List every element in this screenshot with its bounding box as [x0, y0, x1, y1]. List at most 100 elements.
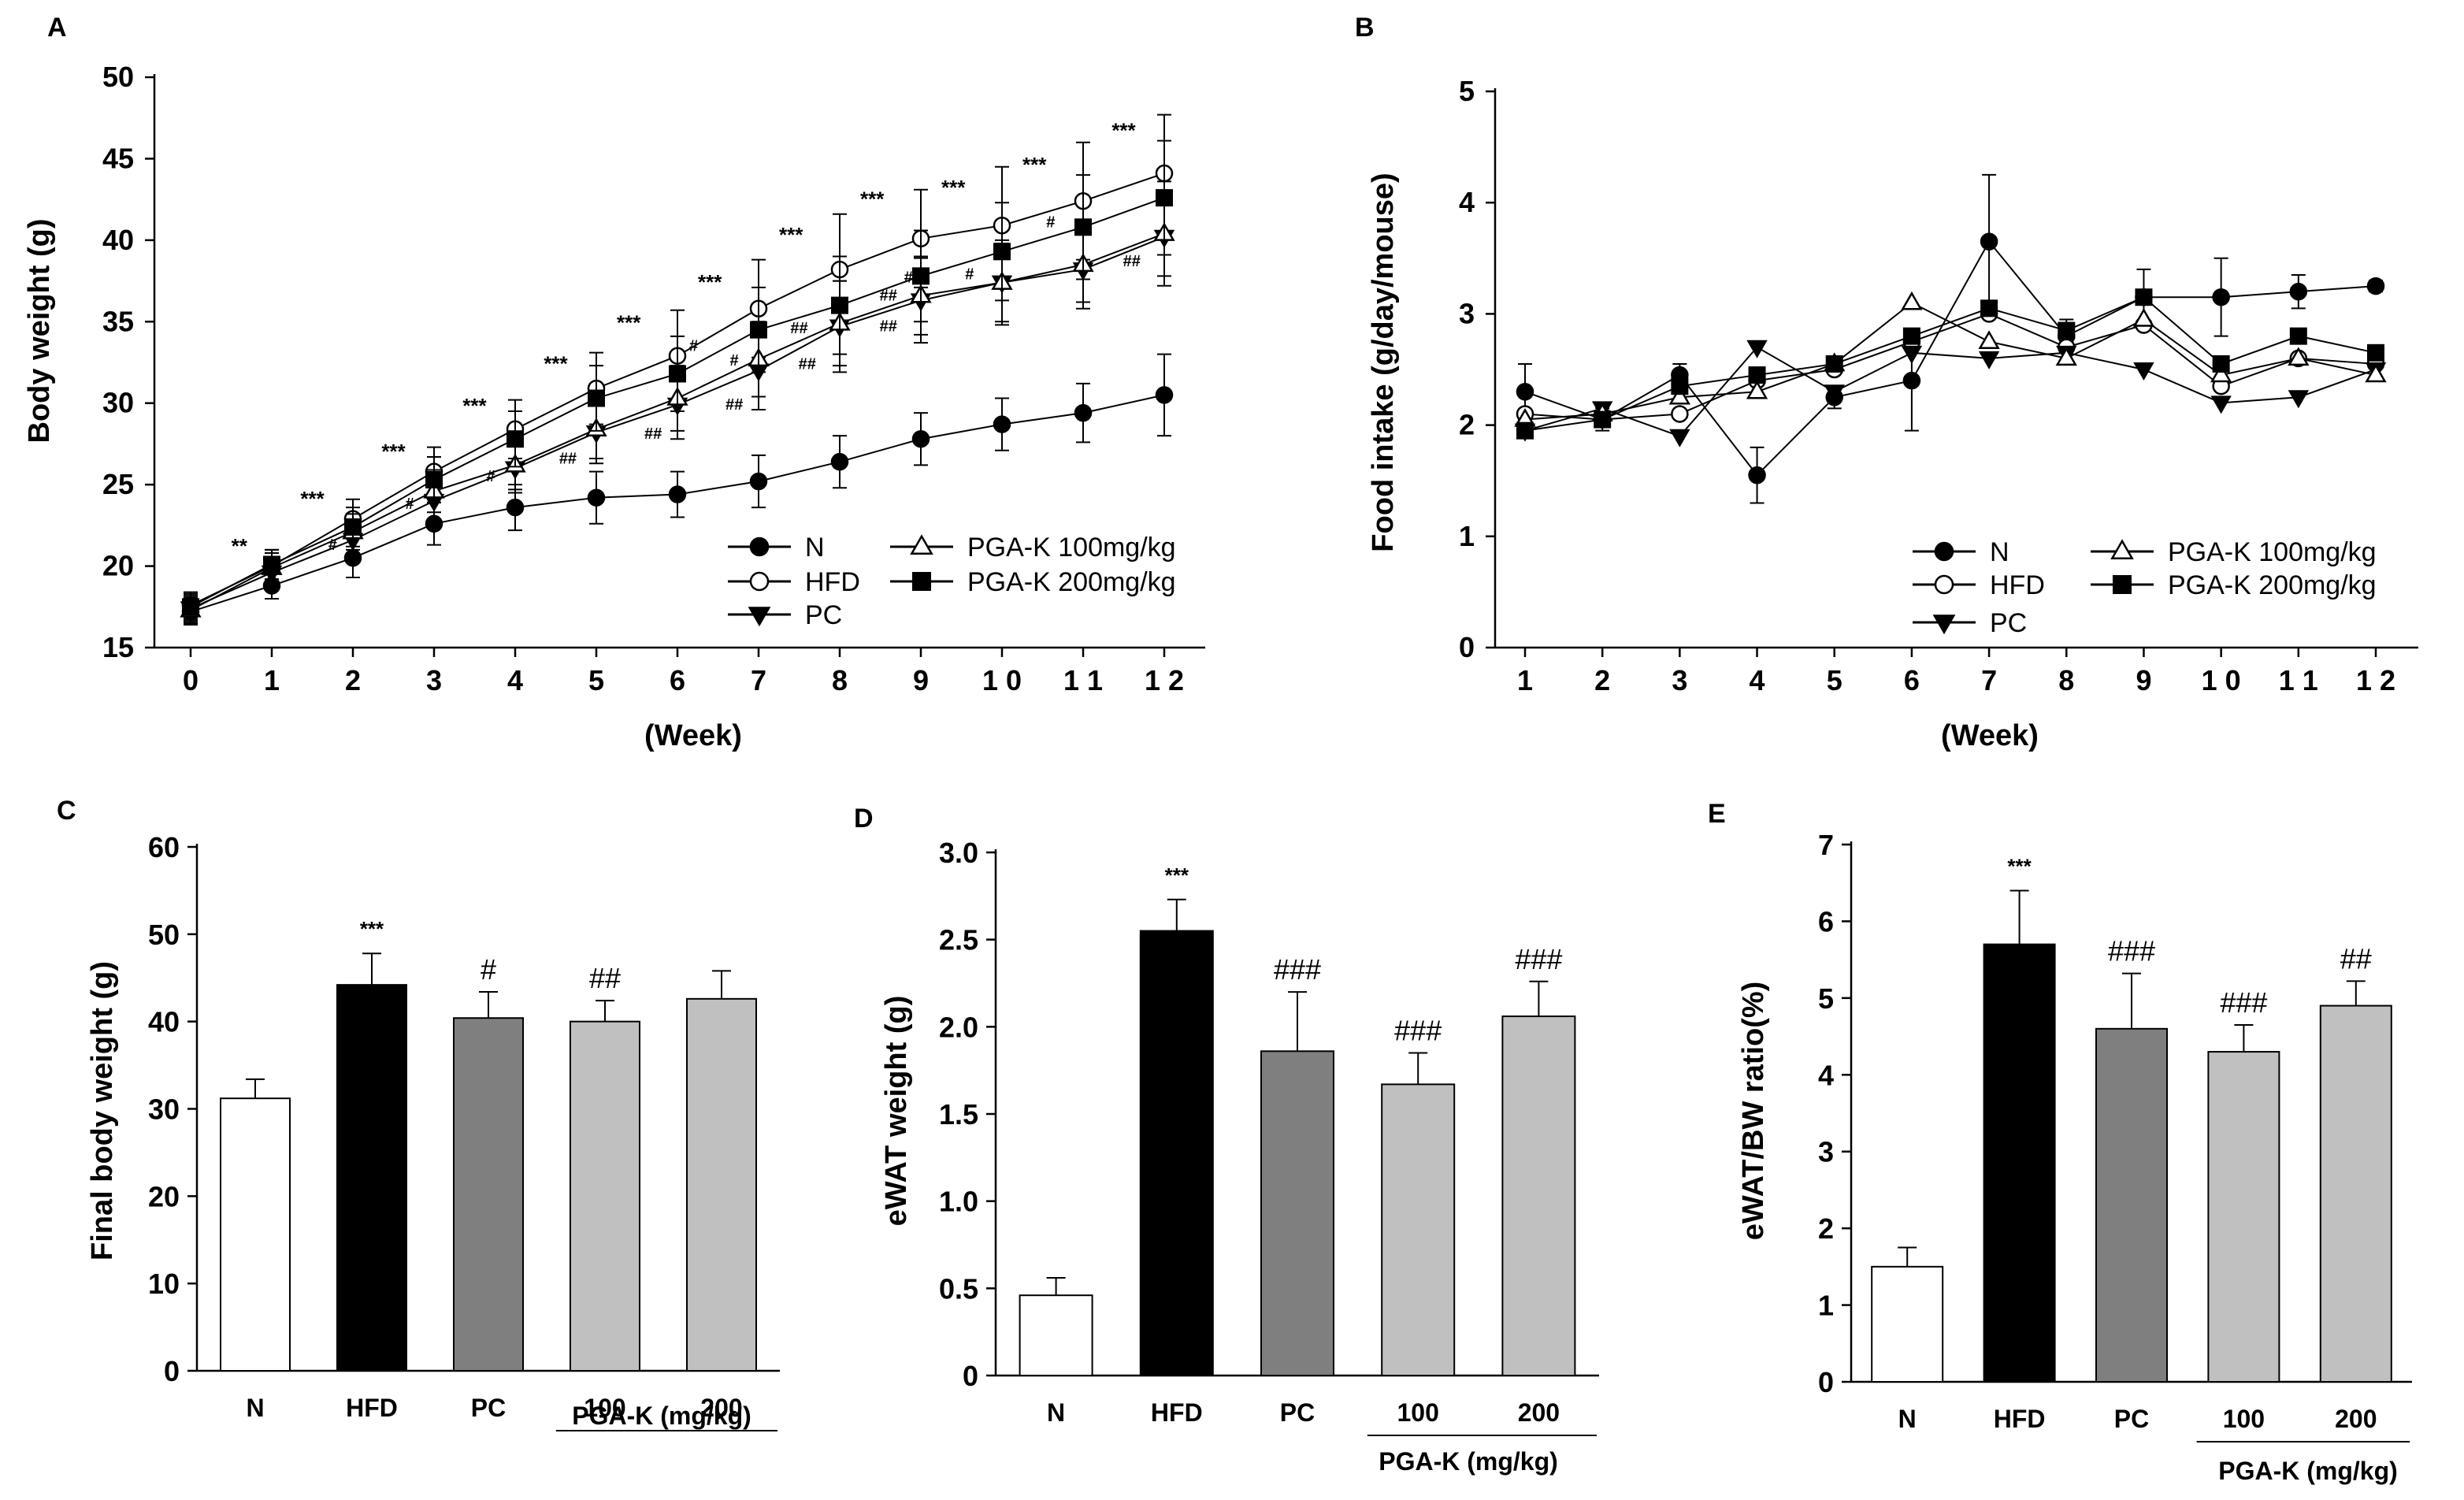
panel-b-line-hfd [1524, 313, 2377, 421]
panel-e-bar-hfd [1983, 943, 2056, 1383]
panel-b-y-tick-label-3: 3 [1459, 297, 1475, 329]
panel-c-bar-100 [570, 1020, 640, 1372]
panel-e-bar-n [1871, 1265, 1944, 1383]
panel-b-x-tick-label-2: 3 [1672, 664, 1687, 696]
panel-a-x-tick-label-4: 4 [507, 664, 523, 696]
panel-a-x-tick-label-8: 8 [832, 664, 848, 696]
panel-a-star-annotation-5: *** [617, 311, 641, 335]
panel-a-legend-item-pga-k-100mg-kg: PGA-K 100mg/kg [890, 533, 1176, 562]
panel-c-x-tick-label-200: 200 [700, 1394, 742, 1422]
panel-b-legend-marker-pc [1932, 614, 1956, 635]
panel-b-point-pga-k-200mg-kg-0 [1516, 421, 1534, 440]
panel-a-star-annotation-7: *** [779, 223, 803, 247]
panel-a-point-n-11 [1074, 403, 1093, 422]
panel-b-x-tick-label-1: 2 [1594, 664, 1610, 696]
panel-letter-c: C [57, 796, 76, 826]
panel-a-legend-marker-hfd [749, 571, 770, 592]
panel-e-x-tick-label-100: 100 [2223, 1405, 2265, 1433]
panel-b-point-pc-9 [2210, 395, 2232, 414]
panel-d-y-tick-label-2: 1.0 [939, 1186, 978, 1218]
panel-b-y-tick-label-0: 0 [1459, 631, 1475, 663]
panel-a-hash-annotation-10: ## [880, 287, 897, 304]
panel-a-legend-item-hfd: HFD [728, 567, 860, 597]
panel-c-x-tick-label-n: N [246, 1394, 264, 1422]
panel-d-y-tick-label-0: 0 [963, 1360, 978, 1392]
panel-b-x-tick-label-11: 1 2 [2356, 664, 2395, 696]
panel-b-point-n-5 [1902, 371, 1921, 390]
panel-d-y-tick-label-1: 0.5 [939, 1272, 978, 1305]
panel-b-point-pga-k-200mg-kg-1 [1594, 410, 1612, 429]
panel-b-point-pga-k-200mg-kg-6 [1980, 299, 1998, 317]
panel-a-hash-annotation-9: # [730, 352, 739, 369]
panel-a-legend-item-pga-k-200mg-kg: PGA-K 200mg/kg [890, 567, 1176, 597]
panel-a-point-pga-k-200mg-kg-10 [993, 243, 1011, 261]
panel-a-point-n-10 [993, 415, 1011, 433]
panel-d-bar-pc [1260, 1050, 1334, 1376]
panel-b-y-tick-label-5: 5 [1459, 75, 1475, 107]
panel-a-legend-label-pga-k-200mg-kg: PGA-K 200mg/kg [967, 567, 1176, 597]
panel-b-legend-item-pga-k-200mg-kg: PGA-K 200mg/kg [2091, 570, 2377, 600]
panel-a-legend-marker-pc [748, 607, 771, 627]
panel-e-y-tick-label-5: 5 [1818, 982, 1834, 1015]
panel-b-line-pc [1524, 346, 2377, 437]
panel-b-point-n-0 [1516, 382, 1534, 401]
panel-b-point-pga-k-100mg-kg-6 [1978, 330, 2000, 349]
panel-c-bar-200 [686, 997, 757, 1372]
panel-a-point-n-6 [668, 485, 687, 503]
panel-b-y-axis-label: Food intake (g/day/mouse) [1367, 173, 1400, 551]
panel-b-y-tick-label-4: 4 [1459, 186, 1475, 218]
panel-a-y-tick-label-2: 25 [102, 468, 134, 500]
panel-e-y-tick-label-7: 7 [1818, 829, 1834, 861]
panel-a-y-tick-label-5: 40 [102, 224, 134, 256]
panel-a-hash-annotation-5: ## [725, 396, 743, 414]
panel-b-point-n-3 [1748, 466, 1766, 485]
panel-b-legend-marker-pga-k-100mg-kg [2110, 539, 2134, 560]
panel-a-legend-marker-n [749, 537, 770, 557]
panel-a-star-annotation-3: *** [462, 394, 487, 418]
panel-a-star-annotation-11: *** [1111, 119, 1136, 143]
panel-a-hash-annotation-4: ## [644, 425, 662, 443]
panel-d-bar-hfd [1139, 930, 1214, 1376]
panel-a-star-annotation-8: *** [860, 187, 885, 210]
panel-b-point-pga-k-200mg-kg-8 [2135, 288, 2153, 306]
panel-a-point-n-7 [749, 472, 768, 491]
panel-a-y-tick-label-6: 45 [102, 142, 134, 174]
panel-e-y-tick-label-0: 0 [1818, 1366, 1834, 1398]
panel-a-point-n-12 [1155, 386, 1174, 404]
panel-d-group-label: PGA-K (mg/kg) [1379, 1447, 1558, 1476]
panel-letter-a: A [47, 13, 67, 43]
panel-b-legend-label-n: N [1990, 537, 2009, 567]
panel-a-point-pga-k-200mg-kg-6 [669, 365, 686, 383]
panel-e-y-axis-label: eWAT/BW ratio(%) [1737, 982, 1770, 1241]
panel-a-legend-marker-pga-k-100mg-kg [910, 534, 933, 555]
panel-b-legend-label-pga-k-100mg-kg: PGA-K 100mg/kg [2168, 537, 2377, 567]
panel-a-star-annotation-6: *** [698, 270, 722, 294]
panel-a-star-annotation-2: *** [381, 440, 406, 463]
panel-a-legend-label-pga-k-100mg-kg: PGA-K 100mg/kg [967, 533, 1176, 562]
panel-b-point-pc-6 [1978, 351, 2000, 369]
panel-a-x-tick-label-10: 1 0 [982, 664, 1022, 696]
panel-c-x-tick-label-pc: PC [471, 1394, 506, 1422]
panel-a-point-pga-k-200mg-kg-12 [1156, 189, 1173, 207]
panel-b-point-pga-k-200mg-kg-3 [1748, 366, 1766, 384]
panel-a-hash-annotation-0: # [328, 537, 337, 554]
panel-a-legend-item-pc: PC [728, 600, 842, 630]
panel-b-point-pc-3 [1746, 340, 1768, 358]
panel-a-point-pga-k-200mg-kg-11 [1074, 218, 1092, 236]
panel-d-significance-pc: ### [1274, 953, 1321, 986]
panel-a-legend-label-hfd: HFD [805, 567, 860, 597]
panel-a-y-tick-label-4: 35 [102, 305, 134, 337]
panel-b-point-pc-4 [1824, 384, 1845, 403]
panel-d-bar-200 [1501, 1015, 1576, 1376]
panel-e-significance-hfd: *** [2007, 854, 2032, 878]
panel-a-x-tick-label-5: 5 [588, 664, 604, 696]
panel-a-hash-annotation-12: # [1046, 213, 1055, 231]
panel-b-point-pga-k-100mg-kg-5 [1901, 291, 1923, 310]
panel-a-legend-label-pc: PC [805, 600, 842, 630]
panel-letter-b: B [1355, 13, 1375, 43]
panel-c-bar-pc [453, 1017, 524, 1372]
panel-c-significance-pc: # [481, 953, 496, 986]
panel-b-legend-label-pga-k-200mg-kg: PGA-K 200mg/kg [2168, 570, 2377, 600]
panel-a-hash-annotation-11: # [965, 266, 974, 284]
